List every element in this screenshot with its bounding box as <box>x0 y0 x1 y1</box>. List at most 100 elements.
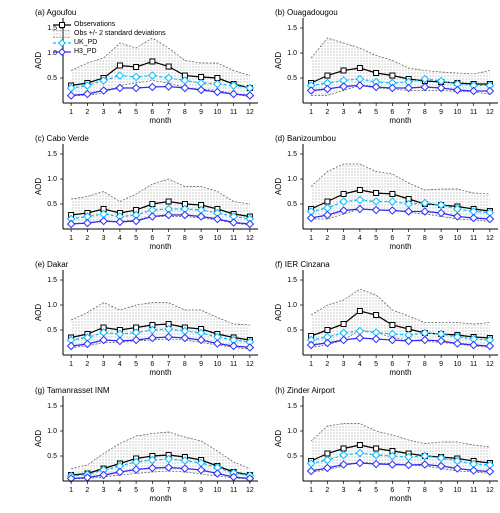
panel-g: (g) Tamanrasset INM1234567891011120.51.0… <box>35 396 230 481</box>
svg-text:9: 9 <box>439 235 443 242</box>
legend-label: Obs +/- 2 standard deviations <box>74 29 166 38</box>
svg-text:10: 10 <box>453 487 461 494</box>
x-label: month <box>389 368 411 377</box>
chart-svg: 1234567891011120.51.01.5monthAOD <box>275 270 500 377</box>
panel-title-f: (f) IER Cinzana <box>275 260 330 269</box>
svg-text:5: 5 <box>374 487 378 494</box>
legend-swatch-obs <box>53 21 71 29</box>
legend-swatch-band <box>53 30 71 38</box>
panel-d: (d) Banizoumbou1234567891011120.51.01.5m… <box>275 144 470 229</box>
svg-text:7: 7 <box>407 235 411 242</box>
y-label: AOD <box>275 178 283 196</box>
y-label: AOD <box>275 52 283 70</box>
svg-text:12: 12 <box>246 109 254 116</box>
multi-panel-figure: (a) Agoufou 1234567891011120.51.01.5mont… <box>0 0 500 513</box>
x-label: month <box>149 242 171 251</box>
svg-text:4: 4 <box>358 487 362 494</box>
svg-text:12: 12 <box>246 361 254 368</box>
svg-text:12: 12 <box>486 361 494 368</box>
svg-text:1: 1 <box>69 361 73 368</box>
svg-text:8: 8 <box>183 109 187 116</box>
svg-text:5: 5 <box>374 235 378 242</box>
svg-text:10: 10 <box>213 235 221 242</box>
svg-text:1.0: 1.0 <box>287 302 297 309</box>
svg-text:7: 7 <box>167 235 171 242</box>
svg-text:12: 12 <box>486 235 494 242</box>
svg-text:1.5: 1.5 <box>287 151 297 158</box>
y-label: AOD <box>275 430 283 448</box>
panel-title-a: (a) Agoufou <box>35 8 76 17</box>
chart-svg: 1234567891011120.51.01.5monthAOD <box>275 396 500 503</box>
x-label: month <box>149 116 171 125</box>
svg-text:0.5: 0.5 <box>47 75 57 82</box>
svg-text:0.5: 0.5 <box>47 327 57 334</box>
y-label: AOD <box>35 52 43 70</box>
svg-text:3: 3 <box>342 487 346 494</box>
svg-text:4: 4 <box>118 109 122 116</box>
legend: ObservationsObs +/- 2 standard deviation… <box>53 20 166 56</box>
svg-text:6: 6 <box>150 109 154 116</box>
svg-text:11: 11 <box>230 235 237 242</box>
panel-f: (f) IER Cinzana1234567891011120.51.01.5m… <box>275 270 470 355</box>
svg-text:6: 6 <box>390 487 394 494</box>
svg-text:1.5: 1.5 <box>47 277 57 284</box>
svg-text:0.5: 0.5 <box>287 75 297 82</box>
panel-title-d: (d) Banizoumbou <box>275 134 336 143</box>
svg-text:1: 1 <box>309 361 313 368</box>
svg-text:4: 4 <box>358 235 362 242</box>
svg-text:4: 4 <box>358 109 362 116</box>
x-label: month <box>389 116 411 125</box>
legend-label: UK_PD <box>74 38 97 47</box>
panel-title-b: (b) Ouagadougou <box>275 8 338 17</box>
svg-text:3: 3 <box>342 235 346 242</box>
svg-text:11: 11 <box>470 487 477 494</box>
svg-text:5: 5 <box>134 361 138 368</box>
svg-text:3: 3 <box>102 487 106 494</box>
chart-svg: 1234567891011120.51.01.5monthAOD <box>275 144 500 251</box>
legend-label: Observations <box>74 20 115 29</box>
x-label: month <box>149 494 171 503</box>
std-band <box>71 303 250 350</box>
svg-text:7: 7 <box>167 109 171 116</box>
svg-text:3: 3 <box>342 109 346 116</box>
x-label: month <box>389 494 411 503</box>
svg-text:9: 9 <box>199 235 203 242</box>
svg-text:10: 10 <box>453 109 461 116</box>
legend-swatch-uk <box>53 39 71 47</box>
x-label: month <box>149 368 171 377</box>
svg-text:1.0: 1.0 <box>47 302 57 309</box>
svg-text:5: 5 <box>374 109 378 116</box>
svg-text:0.5: 0.5 <box>287 453 297 460</box>
svg-text:5: 5 <box>374 361 378 368</box>
svg-text:7: 7 <box>407 361 411 368</box>
svg-text:2: 2 <box>325 109 329 116</box>
svg-text:3: 3 <box>102 361 106 368</box>
svg-text:4: 4 <box>118 487 122 494</box>
svg-text:1: 1 <box>69 109 73 116</box>
svg-text:2: 2 <box>85 235 89 242</box>
panel-b: (b) Ouagadougou1234567891011120.51.01.5m… <box>275 18 470 103</box>
y-label: AOD <box>35 430 43 448</box>
x-label: month <box>389 242 411 251</box>
svg-text:9: 9 <box>199 487 203 494</box>
svg-text:5: 5 <box>134 109 138 116</box>
y-label: AOD <box>275 304 283 322</box>
svg-text:9: 9 <box>439 109 443 116</box>
svg-text:11: 11 <box>230 487 237 494</box>
svg-text:6: 6 <box>390 109 394 116</box>
std-band <box>71 179 250 225</box>
svg-text:7: 7 <box>407 487 411 494</box>
svg-text:2: 2 <box>85 361 89 368</box>
panel-title-c: (c) Cabo Verde <box>35 134 89 143</box>
svg-text:9: 9 <box>439 487 443 494</box>
svg-text:1: 1 <box>309 109 313 116</box>
panel-title-g: (g) Tamanrasset INM <box>35 386 110 395</box>
svg-text:9: 9 <box>199 361 203 368</box>
svg-text:12: 12 <box>486 487 494 494</box>
panel-h: (h) Zinder Airport1234567891011120.51.01… <box>275 396 470 481</box>
svg-text:1: 1 <box>309 487 313 494</box>
svg-text:4: 4 <box>358 361 362 368</box>
svg-text:11: 11 <box>230 109 237 116</box>
legend-item-h3: H3_PD <box>53 47 166 56</box>
svg-text:1: 1 <box>309 235 313 242</box>
